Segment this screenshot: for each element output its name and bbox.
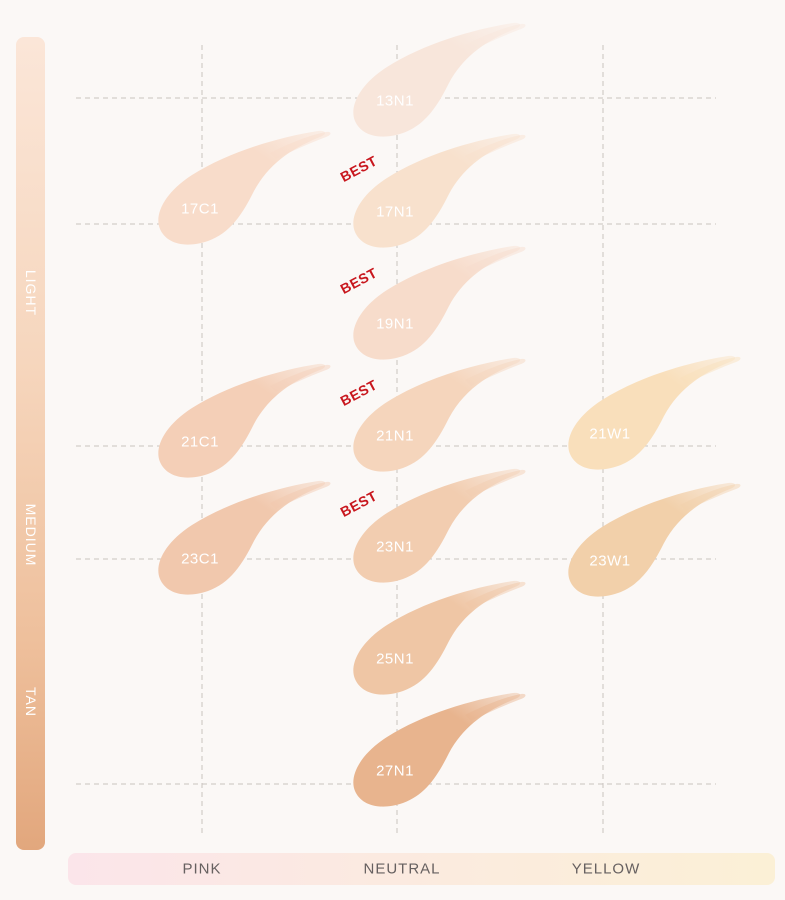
swatch-23c1[interactable]: 23C1 [150,479,350,619]
undertone-label-yellow: YELLOW [571,860,641,878]
swatch-smear-icon [158,130,331,245]
swatch-shade-label: 19N1 [376,315,414,333]
swatch-shade-label: 23W1 [589,552,631,570]
swatch-shade-label: 23N1 [376,538,414,556]
depth-scale-bar [16,37,45,850]
undertone-label-neutral: NEUTRAL [363,860,441,878]
swatch-13n1[interactable]: 13N1 [345,21,545,161]
swatch-smear-icon [353,692,526,807]
undertone-scale-bar [68,853,775,885]
swatch-shade-label: 13N1 [376,92,414,110]
swatch-17c1[interactable]: 17C1 [150,129,350,269]
swatch-shade-label: 25N1 [376,650,414,668]
swatch-shade-label: 21N1 [376,427,414,445]
swatch-21n1[interactable]: 21N1 [345,356,545,496]
swatch-smear-icon [353,357,526,472]
swatch-smear-icon [353,133,526,248]
swatch-27n1[interactable]: 27N1 [345,691,545,831]
swatch-smear-icon [568,355,741,470]
swatch-smear-icon [353,468,526,583]
swatch-19n1[interactable]: 19N1 [345,244,545,384]
swatch-21c1[interactable]: 21C1 [150,362,350,502]
swatch-shade-label: 21C1 [181,433,219,451]
swatch-shade-label: 23C1 [181,550,219,568]
swatch-smear-icon [158,363,331,478]
swatch-smear-icon [353,245,526,360]
swatch-shade-label: 17N1 [376,203,414,221]
undertone-label-pink: PINK [182,860,222,878]
swatch-23n1[interactable]: 23N1 [345,467,545,607]
swatch-25n1[interactable]: 25N1 [345,579,545,719]
swatch-17n1[interactable]: 17N1 [345,132,545,272]
swatch-smear-icon [353,22,526,137]
swatch-smear-icon [353,580,526,695]
swatch-shade-label: 21W1 [589,425,631,443]
swatch-23w1[interactable]: 23W1 [560,481,760,621]
swatch-smear-icon [158,480,331,595]
swatch-shade-label: 17C1 [181,200,219,218]
swatch-21w1[interactable]: 21W1 [560,354,760,494]
swatch-smear-icon [568,482,741,597]
swatch-shade-label: 27N1 [376,762,414,780]
